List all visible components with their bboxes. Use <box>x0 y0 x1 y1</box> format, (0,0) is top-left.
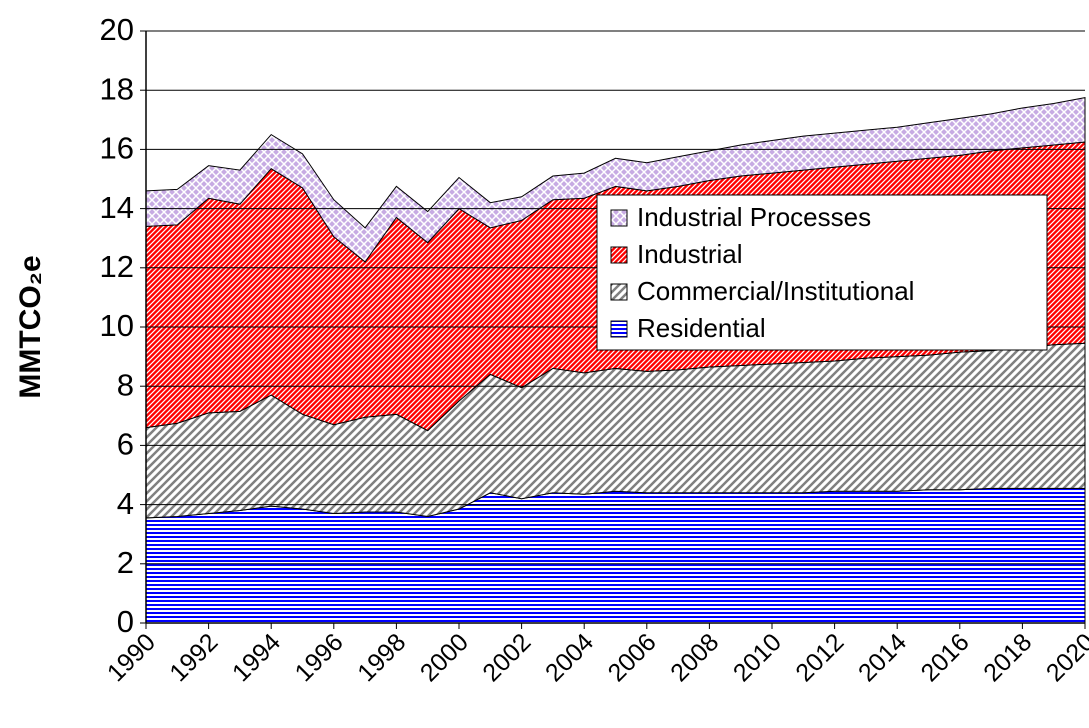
x-tick-label: 2020 <box>1041 628 1089 687</box>
y-tick-label: 8 <box>117 367 134 402</box>
legend-swatch <box>610 283 628 301</box>
area <box>145 96 1086 263</box>
legend-label: Industrial Processes <box>637 202 871 232</box>
y-tick-label: 0 <box>117 604 134 639</box>
y-tick-label: 20 <box>100 12 134 47</box>
y-tick-label: 14 <box>100 190 134 225</box>
y-tick-label: 10 <box>100 308 134 343</box>
legend-swatch <box>610 209 628 227</box>
legend-swatch <box>610 320 628 338</box>
y-tick-label: 18 <box>100 71 134 106</box>
y-axis-title: MMTCO₂e <box>14 255 47 398</box>
x-tick-label: 2010 <box>728 628 787 687</box>
x-tick-label: 2018 <box>978 628 1037 687</box>
x-tick-label: 2000 <box>415 628 474 687</box>
y-tick-label: 2 <box>117 545 134 580</box>
x-tick-label: 2012 <box>790 628 849 687</box>
x-tick-label: 2006 <box>603 628 662 687</box>
legend-swatch <box>610 246 628 264</box>
x-tick-label: 1996 <box>290 628 349 687</box>
x-tick-label: 2002 <box>477 628 536 687</box>
x-tick-label: 2014 <box>853 628 912 687</box>
x-tick-label: 2008 <box>665 628 724 687</box>
x-tick-label: 1990 <box>102 628 161 687</box>
y-tick-label: 16 <box>100 131 134 166</box>
legend-label: Industrial <box>637 239 743 269</box>
x-tick-label: 1994 <box>227 628 286 687</box>
legend-label: Residential <box>637 313 766 343</box>
x-tick-label: 2004 <box>540 628 599 687</box>
y-tick-label: 6 <box>117 427 134 462</box>
legend-box <box>596 194 1048 351</box>
legend-label: Commercial/Institutional <box>637 276 914 306</box>
x-tick-label: 2016 <box>916 628 975 687</box>
area <box>145 487 1086 624</box>
x-tick-label: 1992 <box>164 628 223 687</box>
x-tick-label: 1998 <box>352 628 411 687</box>
y-tick-label: 4 <box>117 486 134 521</box>
y-tick-label: 12 <box>100 249 134 284</box>
